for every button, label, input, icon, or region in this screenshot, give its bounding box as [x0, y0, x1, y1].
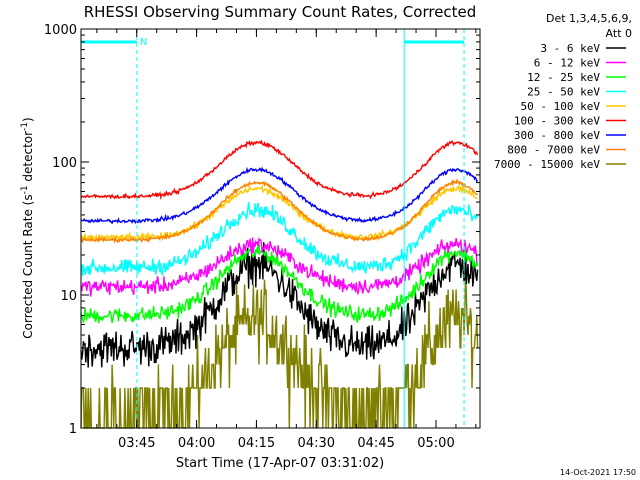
legend-label: 800 - 7000 keV: [507, 144, 600, 157]
night-marker-label: N: [140, 37, 147, 48]
footer-timestamp: 14-Oct-2021 17:50: [560, 468, 636, 477]
legend-label: 6 - 12 keV: [534, 57, 601, 70]
y-tick-label: 100: [52, 156, 77, 171]
legend-label: 7000 - 15000 keV: [494, 158, 600, 171]
y-tick-label: 1000: [44, 23, 77, 38]
plot-frame: [80, 28, 481, 429]
x-tick-label: 04:30: [298, 436, 335, 451]
chart-title: RHESSI Observing Summary Count Rates, Co…: [84, 3, 477, 21]
y-label-main: Corrected Count Rate (s: [21, 194, 35, 338]
series-line: [80, 166, 479, 225]
x-axis-label: Start Time (17-Apr-07 03:31:02): [176, 456, 384, 471]
night-overlay: N: [81, 29, 465, 428]
legend-header-attenuator: Att 0: [606, 27, 632, 40]
y-axis-label: Corrected Count Rate (s-1 detector-1): [20, 117, 35, 338]
legend-label: 3 - 6 keV: [540, 42, 600, 55]
series-line: [80, 139, 479, 200]
x-tick-label: 04:15: [238, 436, 275, 451]
x-axis: 03:45 04:00 04:15 04:30 04:45 05:00: [96, 29, 477, 451]
y-label-sup1: -1: [20, 185, 30, 194]
series-line: [80, 202, 479, 277]
legend-label: 100 - 300 keV: [514, 115, 600, 128]
series-line: [80, 242, 479, 368]
y-tick-label: 10: [60, 289, 77, 304]
y-label-sup2: -1: [20, 122, 30, 131]
legend: Det 1,3,4,5,6,9, Att 0 3 - 6 keV 6 - 12 k…: [494, 12, 632, 171]
x-tick-label: 05:00: [417, 436, 454, 451]
y-label-mid: detector: [21, 131, 35, 186]
legend-label: 300 - 800 keV: [514, 129, 600, 142]
series-line: [80, 236, 478, 297]
legend-label: 25 - 50 keV: [527, 86, 600, 99]
series-line: [80, 275, 479, 429]
series-line: [80, 242, 479, 324]
y-axis: 1 10 100 1000: [44, 23, 480, 437]
legend-label: 50 - 100 keV: [521, 100, 601, 113]
y-tick-label: 1: [69, 422, 77, 437]
x-tick-label: 04:00: [178, 436, 215, 451]
y-label-end: ): [21, 117, 35, 122]
legend-label: 12 - 25 keV: [527, 71, 600, 84]
series-line: [80, 178, 478, 244]
x-tick-label: 03:45: [118, 436, 155, 451]
legend-header-detectors: Det 1,3,4,5,6,9,: [546, 12, 632, 25]
plot-series: [80, 139, 479, 429]
x-tick-label: 04:45: [357, 436, 394, 451]
